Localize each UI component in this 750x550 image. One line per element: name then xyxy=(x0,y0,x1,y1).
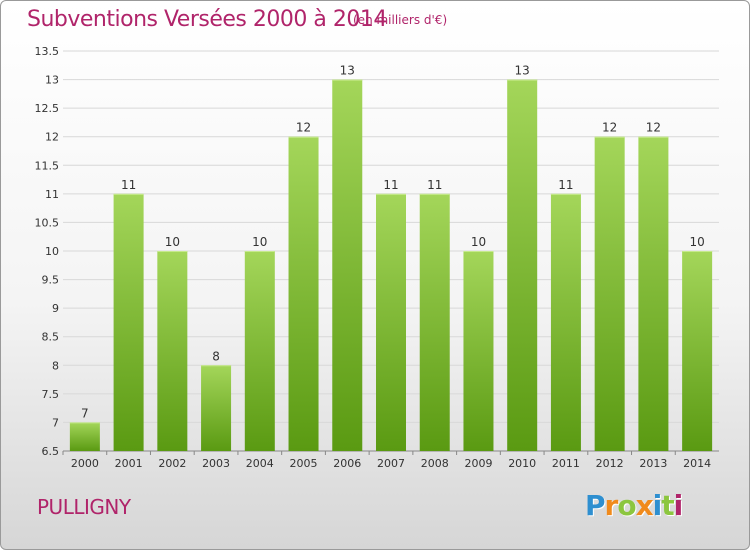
logo-letter: i xyxy=(652,489,663,522)
logo-letter: t xyxy=(661,489,674,522)
bars: 7 11 10 8 10 12 13 11 11 10 13 11 12 12 10 xyxy=(69,64,713,452)
bar-2009 xyxy=(463,251,494,451)
bar-2013 xyxy=(638,136,669,451)
x-tick-label: 2007 xyxy=(377,457,405,470)
y-tick-label: 12 xyxy=(45,131,59,144)
bar-2003 xyxy=(201,365,232,451)
bar-value-label: 11 xyxy=(383,178,398,192)
y-tick-label: 9.5 xyxy=(42,274,60,287)
x-tick-label: 2013 xyxy=(639,457,667,470)
x-tick-label: 2011 xyxy=(552,457,580,470)
bar-value-label: 11 xyxy=(121,178,136,192)
x-tick-label: 2005 xyxy=(290,457,318,470)
y-tick-label: 11 xyxy=(45,188,59,201)
x-tick-label: 2000 xyxy=(71,457,99,470)
x-tick-label: 2002 xyxy=(158,457,186,470)
logo-letter: P xyxy=(585,489,606,522)
chart-title: Subventions Versées 2000 à 2014 xyxy=(27,7,387,32)
bar-value-label: 11 xyxy=(558,178,573,192)
logo-letter: x xyxy=(635,489,654,522)
bar-2002 xyxy=(157,251,188,451)
y-tick-label: 10.5 xyxy=(35,216,60,229)
bar-2011 xyxy=(550,193,581,451)
bar-2012 xyxy=(594,136,625,451)
bar-value-label: 12 xyxy=(646,121,661,135)
bar-2001 xyxy=(113,193,144,451)
y-tick-label: 11.5 xyxy=(35,159,60,172)
bar-value-label: 7 xyxy=(81,406,89,420)
chart-subtitle: (en milliers d'€) xyxy=(353,13,448,27)
y-tick-label: 13.5 xyxy=(35,45,60,58)
bar-value-label: 13 xyxy=(515,64,530,78)
y-tick-label: 10 xyxy=(45,245,59,258)
bar-2007 xyxy=(376,193,406,451)
x-tick-label: 2012 xyxy=(596,457,624,470)
y-tick-label: 7.5 xyxy=(42,388,60,401)
commune-name: PULLIGNY xyxy=(37,495,131,519)
y-tick-label: 12.5 xyxy=(35,102,60,115)
bar-value-label: 13 xyxy=(340,64,355,78)
bar-value-label: 8 xyxy=(212,349,220,363)
logo-letter: o xyxy=(617,489,636,522)
bar-value-label: 12 xyxy=(296,121,311,135)
bar-2006 xyxy=(332,79,363,452)
bar-value-label: 10 xyxy=(471,235,486,249)
x-tick-label: 2006 xyxy=(333,457,361,470)
x-tick-label: 2008 xyxy=(421,457,449,470)
x-tick-label: 2014 xyxy=(683,457,711,470)
logo-letter: r xyxy=(604,489,619,522)
x-tick-label: 2003 xyxy=(202,457,230,470)
bar-value-label: 12 xyxy=(602,121,617,135)
bar-2014 xyxy=(682,251,713,451)
x-tick-label: 2001 xyxy=(115,457,143,470)
proxiti-logo: Proxiti xyxy=(585,489,684,522)
x-tick-label: 2009 xyxy=(464,457,492,470)
bar-2010 xyxy=(507,79,538,452)
bar-value-label: 10 xyxy=(252,235,267,249)
bar-value-label: 11 xyxy=(427,178,442,192)
y-axis: 6.5 7 7.5 8 8.5 9 9.5 10 10.5 11 11.5 12 12.5 13 13.5 xyxy=(35,45,60,458)
bar-value-label: 10 xyxy=(165,235,180,249)
y-tick-label: 7 xyxy=(52,416,59,429)
x-axis: 2000 2001 2002 2003 2004 2005 2006 2007 2008 2009… xyxy=(62,451,711,470)
y-tick-label: 8.5 xyxy=(42,331,60,344)
bar-2000 xyxy=(69,422,100,451)
x-tick-label: 2010 xyxy=(508,457,536,470)
bar-2004 xyxy=(244,251,275,451)
y-tick-label: 6.5 xyxy=(42,445,60,458)
logo-letter: i xyxy=(673,489,684,522)
y-tick-label: 8 xyxy=(52,359,59,372)
bar-value-label: 10 xyxy=(689,235,704,249)
y-tick-label: 13 xyxy=(45,74,59,87)
bar-2005 xyxy=(288,136,319,451)
y-tick-label: 9 xyxy=(52,302,59,315)
bar-2008 xyxy=(419,193,450,451)
x-tick-label: 2004 xyxy=(246,457,274,470)
